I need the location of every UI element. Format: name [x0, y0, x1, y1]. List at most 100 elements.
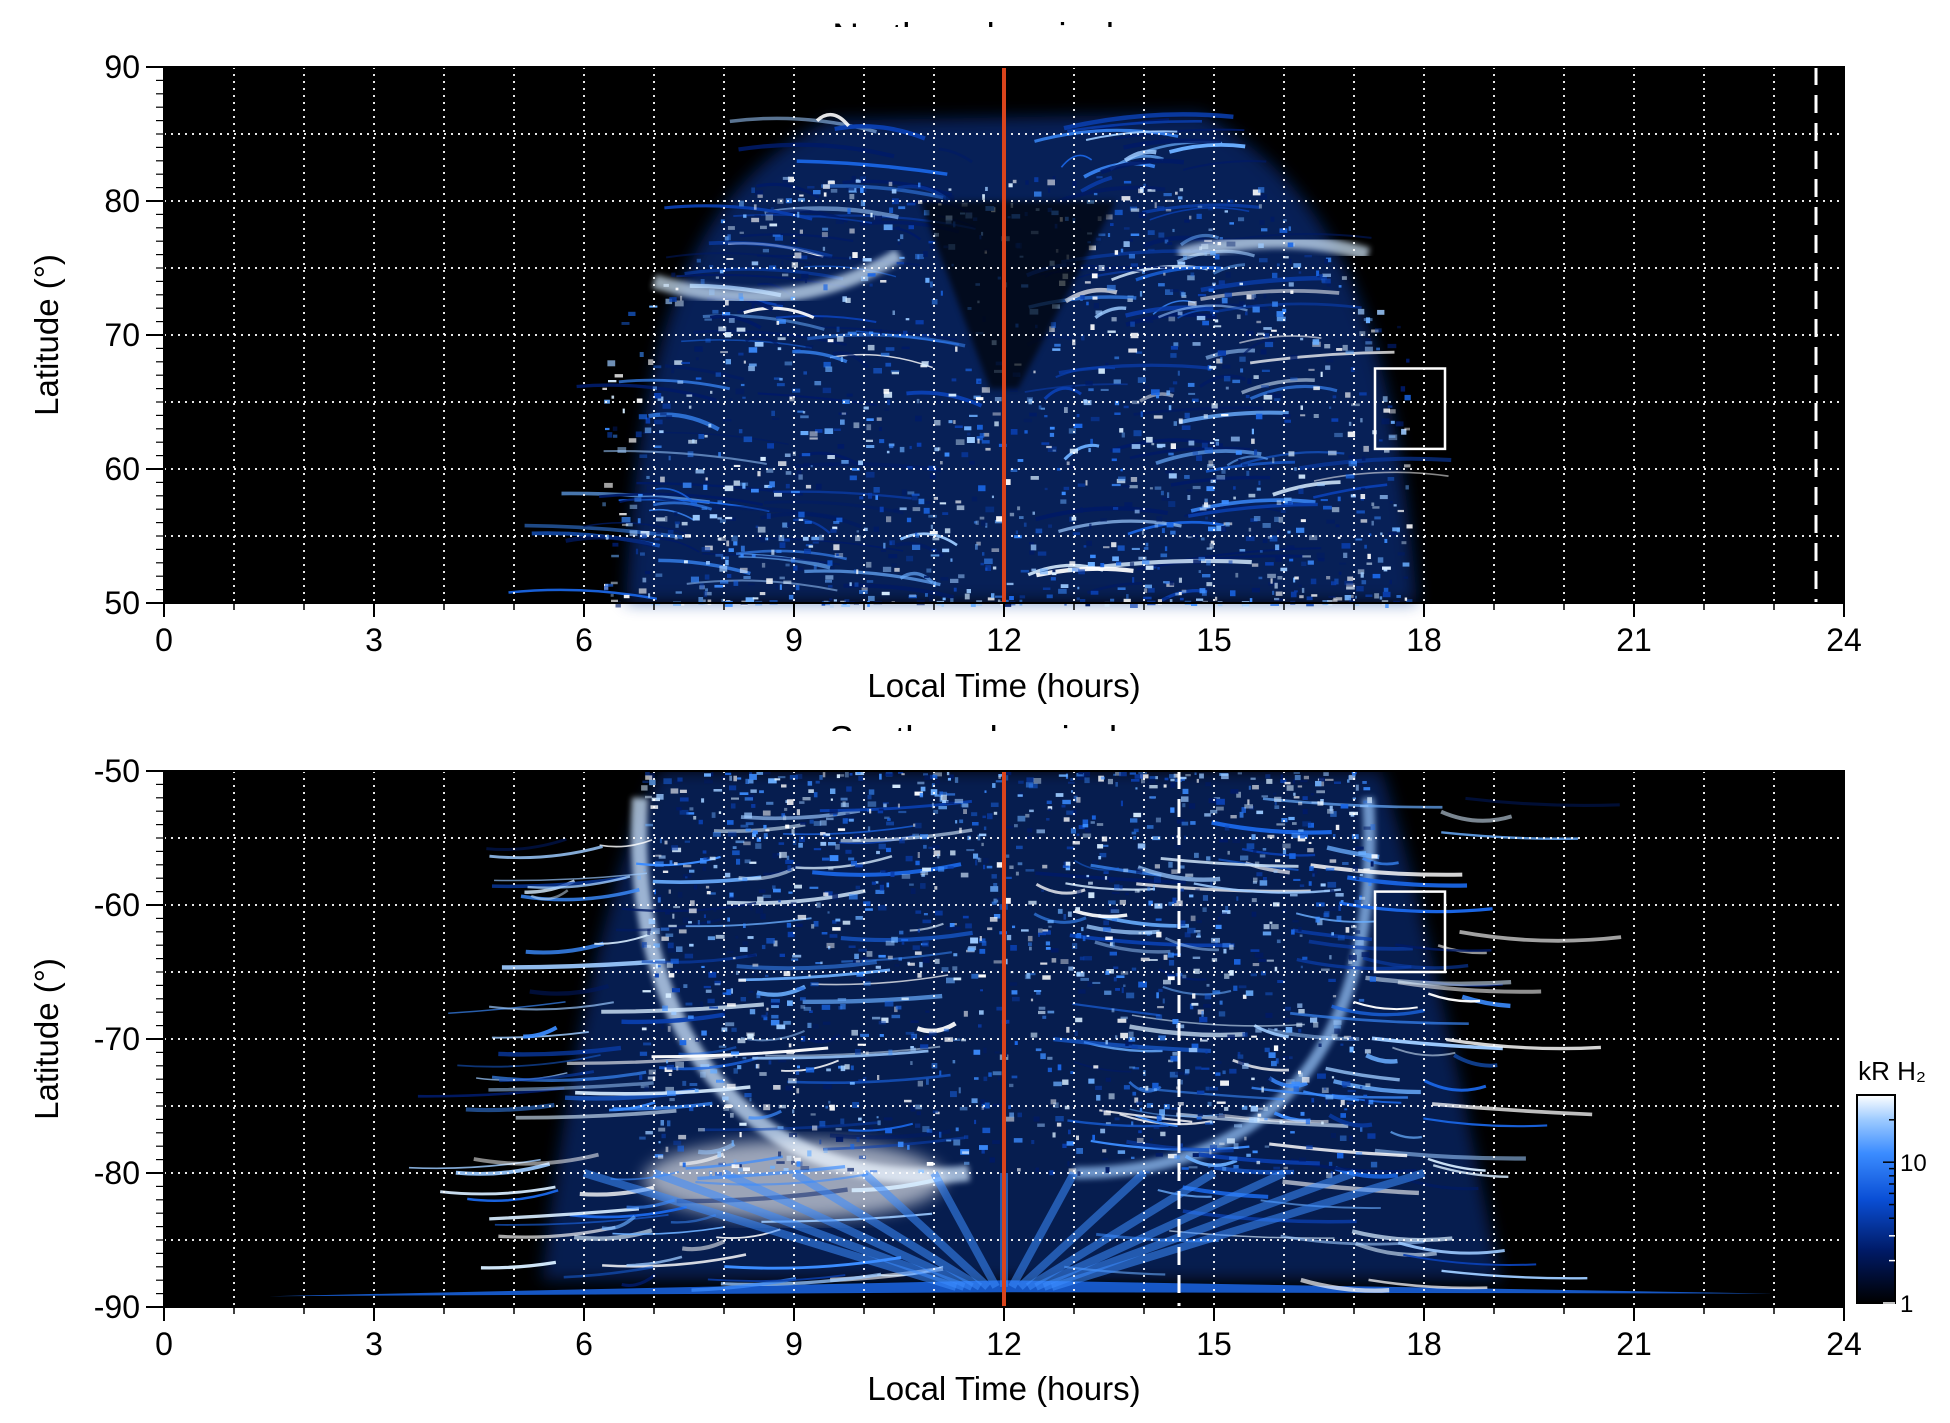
south-speckle	[1015, 871, 1019, 876]
north-speckle	[866, 418, 874, 421]
south-emission-arc	[601, 1002, 765, 1014]
south-speckle	[867, 801, 877, 807]
south-speckle	[1102, 1149, 1107, 1153]
north-speckle	[953, 587, 957, 592]
south-speckle	[1302, 796, 1308, 801]
north-speckle	[1141, 270, 1145, 274]
north-speckle	[739, 200, 744, 207]
south-speckle	[752, 830, 758, 835]
south-speckle	[679, 809, 689, 815]
south-speckle	[800, 1005, 806, 1009]
south-emission-arc	[1135, 1114, 1178, 1128]
south-speckle	[998, 774, 1004, 777]
north-speckle	[954, 425, 963, 428]
north-speckle	[911, 493, 920, 496]
north-speckle	[1090, 438, 1093, 444]
south-speckle	[1082, 833, 1092, 838]
south-speckle	[689, 943, 694, 947]
north-speckle	[977, 380, 981, 383]
south-speckle	[1066, 1026, 1070, 1033]
north-speckle	[1147, 248, 1155, 251]
north-speckle	[695, 377, 702, 380]
north-speckle	[1141, 530, 1145, 535]
south-speckle	[1265, 774, 1271, 779]
south-speckle	[1158, 1035, 1166, 1041]
south-speckle	[880, 881, 885, 885]
south-speckle	[926, 1128, 933, 1133]
north-speckle	[1402, 562, 1410, 567]
north-speckle	[1157, 567, 1160, 570]
north-speckle	[1325, 257, 1332, 263]
north-speckle	[766, 513, 771, 519]
north-speckle	[1274, 582, 1278, 589]
south-speckle	[1174, 844, 1182, 849]
north-speckle	[1230, 590, 1236, 597]
north-speckle	[906, 466, 913, 470]
south-speckle	[1312, 869, 1318, 875]
north-speckle	[1145, 320, 1154, 323]
north-speckle	[742, 482, 746, 489]
north-speckle	[772, 417, 780, 420]
north-speckle	[909, 445, 912, 450]
south-speckle	[1182, 803, 1186, 808]
north-speckle	[1275, 556, 1283, 562]
south-speckle	[731, 797, 739, 800]
south-emission-arc	[1267, 1027, 1360, 1041]
north-speckle	[924, 501, 931, 505]
south-speckle	[1061, 804, 1066, 808]
north-speckle	[889, 207, 894, 213]
south-speckle	[1075, 1017, 1083, 1023]
north-speckle	[1148, 587, 1155, 593]
north-speckle	[832, 526, 838, 530]
south-emission-arc	[1459, 930, 1622, 943]
south-speckle	[677, 1145, 684, 1152]
north-speckle	[1342, 344, 1348, 351]
south-emission-arc	[1353, 1000, 1418, 1011]
north-speckle	[1175, 191, 1178, 195]
north-speckle	[740, 553, 744, 558]
south-speckle	[973, 853, 979, 859]
north-speckle	[751, 302, 755, 309]
south-speckle	[731, 1140, 734, 1146]
north-speckle	[1147, 230, 1155, 235]
south-speckle	[1363, 1094, 1368, 1098]
south-speckle	[1042, 864, 1048, 869]
north-speckle	[992, 412, 1001, 416]
south-emission-arc	[802, 993, 943, 1005]
north-speckle	[1233, 486, 1236, 490]
north-speckle	[753, 204, 757, 210]
south-speckle	[1011, 990, 1018, 995]
north-speckle	[1041, 442, 1050, 445]
north-speckle	[1072, 181, 1077, 187]
south-emission-arc	[601, 1215, 636, 1231]
north-speckle	[1034, 177, 1039, 183]
north-speckle	[931, 548, 937, 551]
north-speckle	[1348, 421, 1352, 426]
south-speckle	[907, 962, 915, 966]
south-speckle	[1284, 781, 1291, 785]
north-speckle	[1371, 520, 1374, 526]
north-speckle	[931, 299, 938, 305]
x-tick-label: 12	[986, 622, 1022, 658]
south-speckle	[992, 1140, 1000, 1145]
south-speckle	[949, 923, 955, 928]
south-speckle	[1259, 880, 1268, 886]
north-speckle	[675, 591, 682, 594]
south-speckle	[1205, 782, 1211, 787]
north-speckle	[1056, 468, 1061, 471]
north-speckle	[1380, 532, 1383, 536]
south-speckle	[1226, 1138, 1235, 1144]
north-speckle	[1121, 432, 1125, 438]
south-speckle	[1190, 821, 1196, 825]
south-speckle	[1134, 1097, 1139, 1103]
south-speckle	[1131, 1121, 1134, 1126]
south-speckle	[733, 775, 737, 782]
south-speckle	[1041, 889, 1045, 892]
south-speckle	[674, 780, 681, 784]
south-speckle	[739, 792, 749, 795]
south-speckle	[980, 989, 983, 992]
south-speckle	[1153, 1126, 1160, 1130]
north-speckle	[1226, 241, 1236, 247]
south-speckle	[878, 954, 886, 958]
north-speckle	[785, 471, 792, 475]
